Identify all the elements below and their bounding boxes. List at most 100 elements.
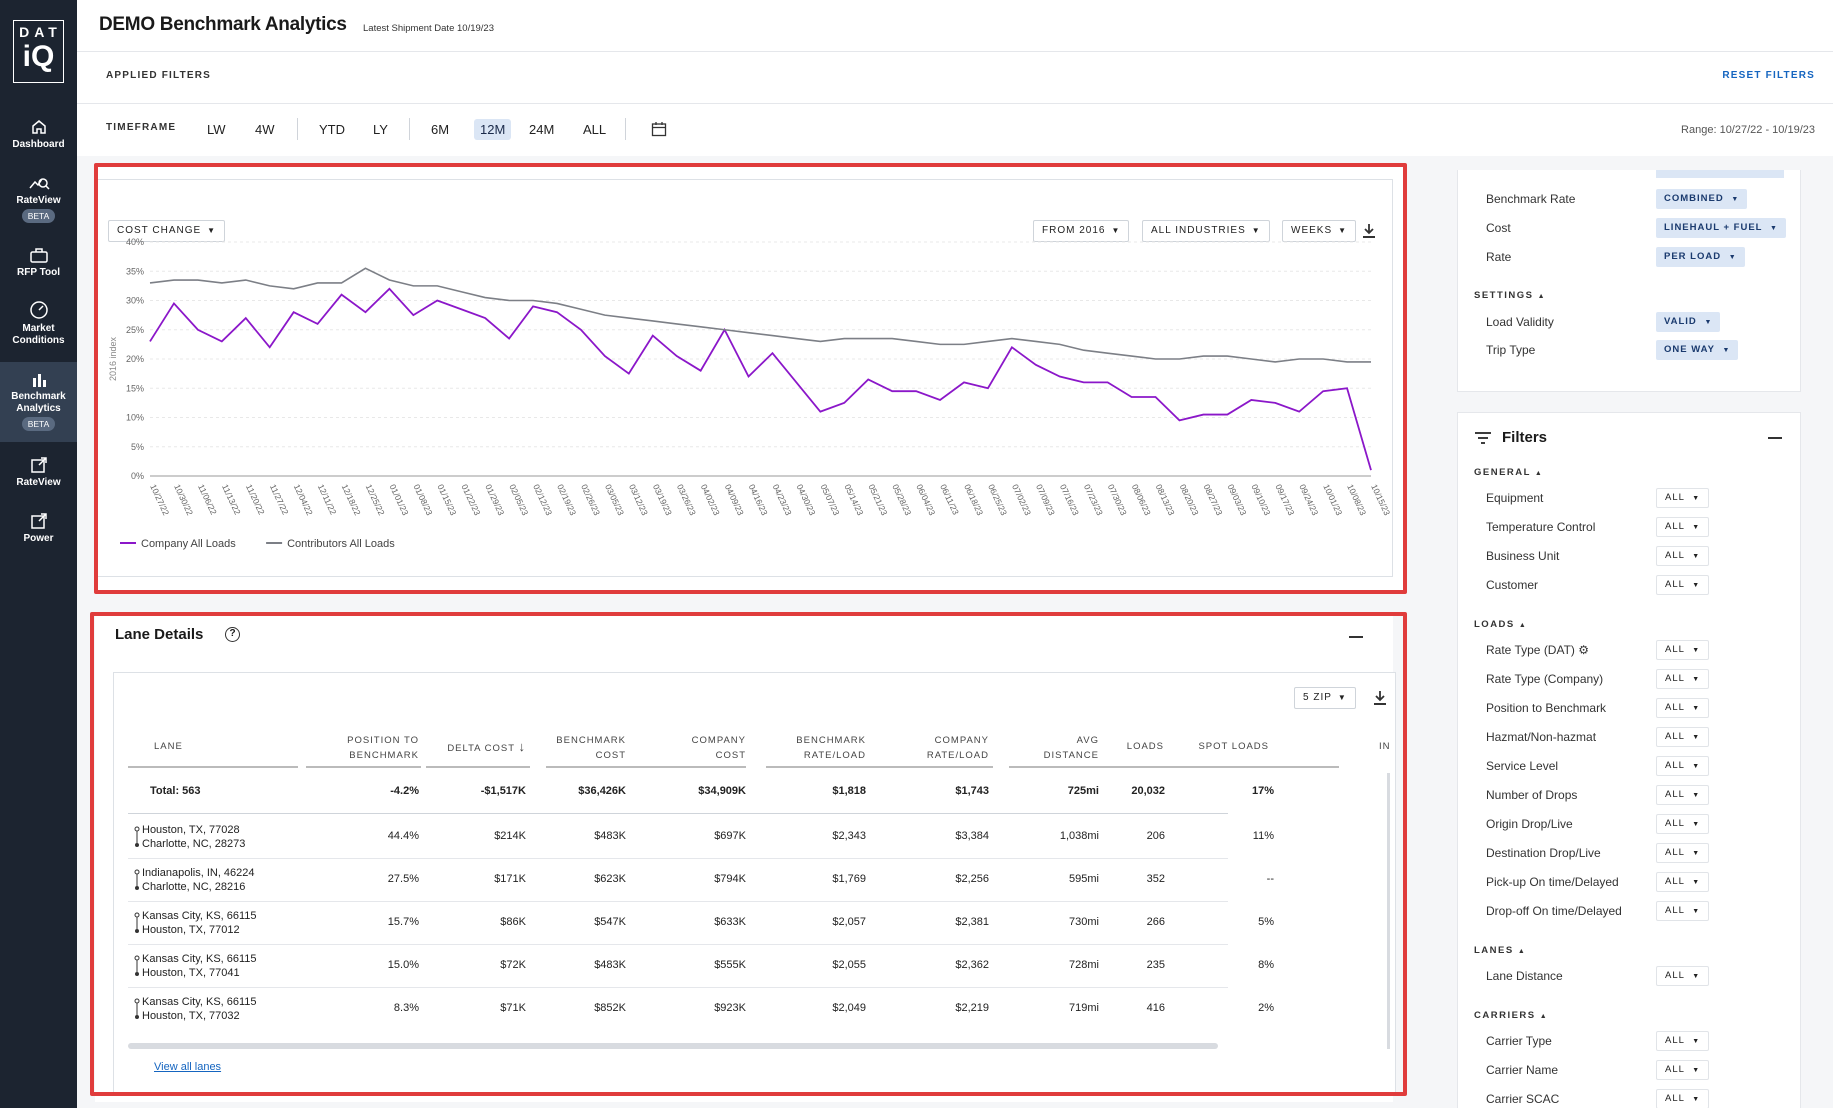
nav-market-conditions[interactable]: Market Conditions: [0, 300, 77, 347]
zip-dropdown[interactable]: 5 ZIP ▼: [1294, 687, 1356, 709]
timeframe-24m[interactable]: 24M: [529, 122, 555, 137]
filter-select-value: ALL: [1665, 550, 1685, 561]
nav-rateview[interactable]: RateView BETA: [0, 174, 77, 223]
cost-select[interactable]: LINEHAUL + FUEL ▼: [1656, 218, 1786, 238]
vertical-scrollbar[interactable]: [1387, 773, 1390, 1049]
filter-select[interactable]: ALL ▼: [1656, 669, 1710, 689]
download-icon[interactable]: [1372, 689, 1388, 707]
filter-select[interactable]: ALL ▼: [1656, 698, 1710, 718]
column-header-company-rate[interactable]: COMPANY RATE/LOAD: [926, 735, 989, 761]
lane-table-card: 5 ZIP ▼ LANE POSITION TO BENCHMARK DELTA …: [113, 672, 1396, 1096]
filters-title: Filters: [1502, 429, 1548, 446]
cell-position: 8.3%: [393, 1002, 419, 1014]
nav-rfp-tool[interactable]: RFP Tool: [0, 246, 77, 279]
timeframe-lw[interactable]: LW: [207, 122, 226, 137]
interval-dropdown[interactable]: WEEKS ▼: [1282, 220, 1357, 242]
nav-power[interactable]: Power: [0, 512, 77, 545]
calendar-icon[interactable]: [651, 121, 667, 137]
company-all-loads-line[interactable]: [149, 287, 1372, 471]
filter-select[interactable]: ALL ▼: [1656, 640, 1710, 660]
gear-icon[interactable]: ⚙: [1578, 643, 1590, 657]
column-header-spot-loads[interactable]: SPOT LOADS: [1198, 741, 1269, 752]
timeframe-12m[interactable]: 12M: [474, 119, 512, 140]
column-header-avg-distance[interactable]: AVG DISTANCE: [1043, 735, 1099, 761]
filter-select[interactable]: ALL ▼: [1656, 756, 1710, 776]
nav-benchmark-analytics[interactable]: Benchmark Analytics BETA: [0, 362, 77, 442]
dat-iq-logo[interactable]: DAT iQ: [13, 20, 64, 83]
timeframe-ly[interactable]: LY: [373, 122, 388, 137]
caret-up-icon: ▲: [1518, 622, 1528, 629]
filter-label: Number of Drops: [1486, 788, 1577, 802]
page-header: DEMO Benchmark Analytics Latest Shipment…: [77, 0, 1833, 52]
filter-label-text: Carrier Type: [1486, 1034, 1552, 1048]
total-loads: 20,032: [1131, 785, 1165, 797]
filter-select[interactable]: ALL ▼: [1656, 488, 1710, 508]
settings-group-label[interactable]: SETTINGS ▲: [1474, 290, 1546, 301]
filter-select[interactable]: ALL ▼: [1656, 814, 1710, 834]
filter-select[interactable]: ALL ▼: [1656, 1060, 1710, 1080]
trip-type-select[interactable]: ONE WAY ▼: [1656, 340, 1739, 360]
column-header-benchmark-rate[interactable]: BENCHMARK RATE/LOAD: [796, 735, 866, 761]
rate-select[interactable]: PER LOAD ▼: [1656, 247, 1745, 267]
nav-rateview-external[interactable]: RateView: [0, 456, 77, 489]
filter-label-text: Hazmat/Non-hazmat: [1486, 730, 1597, 744]
caret-down-icon: ▼: [1692, 553, 1701, 560]
column-header-position[interactable]: POSITION TO BENCHMARK: [347, 735, 419, 761]
nav-dashboard[interactable]: Dashboard: [0, 118, 77, 151]
filter-select[interactable]: ALL ▼: [1656, 517, 1710, 537]
filter-select[interactable]: ALL ▼: [1656, 901, 1710, 921]
column-header-loads[interactable]: LOADS: [1126, 741, 1164, 752]
x-tick-label: 10/08/23: [1345, 483, 1368, 517]
column-header-delta-cost[interactable]: DELTA COST ↓: [426, 739, 526, 756]
column-header-truncated[interactable]: IN: [1379, 741, 1391, 752]
cell-delta: $72K: [500, 959, 526, 971]
filter-select[interactable]: ALL ▼: [1656, 727, 1710, 747]
download-icon[interactable]: [1361, 222, 1377, 240]
filter-group-loads[interactable]: LOADS ▲: [1474, 619, 1527, 630]
horizontal-scrollbar[interactable]: [128, 1043, 1218, 1049]
filter-group-lanes[interactable]: LANES ▲: [1474, 945, 1526, 956]
x-tick-label: 01/29/23: [483, 483, 506, 517]
header-underline: [546, 766, 746, 768]
column-header-lane[interactable]: LANE: [154, 741, 183, 752]
timeframe-ytd[interactable]: YTD: [319, 122, 345, 137]
metric-dropdown[interactable]: COST CHANGE ▼: [108, 220, 226, 242]
cell-bench-rate: $2,055: [832, 959, 866, 971]
timeframe-4w[interactable]: 4W: [255, 122, 275, 137]
filter-select[interactable]: ALL ▼: [1656, 546, 1710, 566]
collapse-icon[interactable]: [1349, 636, 1363, 638]
column-header-benchmark-cost[interactable]: BENCHMARK COST: [556, 735, 626, 761]
filter-label: Hazmat/Non-hazmat: [1486, 730, 1596, 744]
filter-select[interactable]: ALL ▼: [1656, 575, 1710, 595]
filter-group-general[interactable]: GENERAL ▲: [1474, 467, 1543, 478]
x-tick-label: 02/19/23: [555, 483, 578, 517]
timeframe-all[interactable]: ALL: [583, 122, 607, 137]
collapse-icon[interactable]: [1768, 437, 1782, 439]
cell-company-rate: $2,362: [955, 959, 989, 971]
filter-select[interactable]: ALL ▼: [1656, 785, 1710, 805]
contributors-all-loads-line[interactable]: [149, 267, 1371, 363]
timeframe-6m[interactable]: 6M: [431, 122, 450, 137]
filter-group-carriers[interactable]: CARRIERS ▲: [1474, 1010, 1548, 1021]
industries-dropdown[interactable]: ALL INDUSTRIES ▼: [1142, 220, 1270, 242]
cell-company-rate: $2,256: [955, 873, 989, 885]
column-header-company-cost[interactable]: COMPANY COST: [691, 735, 746, 761]
reset-filters-button[interactable]: RESET FILTERS: [1722, 70, 1815, 81]
rate-search-icon: [28, 178, 50, 190]
filter-label: Temperature Control: [1486, 520, 1595, 534]
filter-select[interactable]: ALL ▼: [1656, 872, 1710, 892]
benchmark-rate-select[interactable]: COMBINED ▼: [1656, 189, 1748, 209]
filter-select[interactable]: ALL ▼: [1656, 843, 1710, 863]
filter-select[interactable]: ALL ▼: [1656, 966, 1710, 986]
load-validity-select[interactable]: VALID ▼: [1656, 312, 1721, 332]
trip-type-value: ONE WAY: [1664, 344, 1715, 355]
filter-select[interactable]: ALL ▼: [1656, 1089, 1710, 1108]
filter-label: Equipment: [1486, 491, 1543, 505]
filter-select-value: ALL: [1665, 521, 1685, 532]
view-all-lanes-link[interactable]: View all lanes: [154, 1061, 222, 1073]
cell-spot: 8%: [1258, 959, 1274, 971]
help-icon[interactable]: ?: [225, 627, 240, 642]
filter-select[interactable]: ALL ▼: [1656, 1031, 1710, 1051]
caret-down-icon: ▼: [1337, 693, 1347, 702]
filter-label: Pick-up On time/Delayed: [1486, 875, 1619, 889]
